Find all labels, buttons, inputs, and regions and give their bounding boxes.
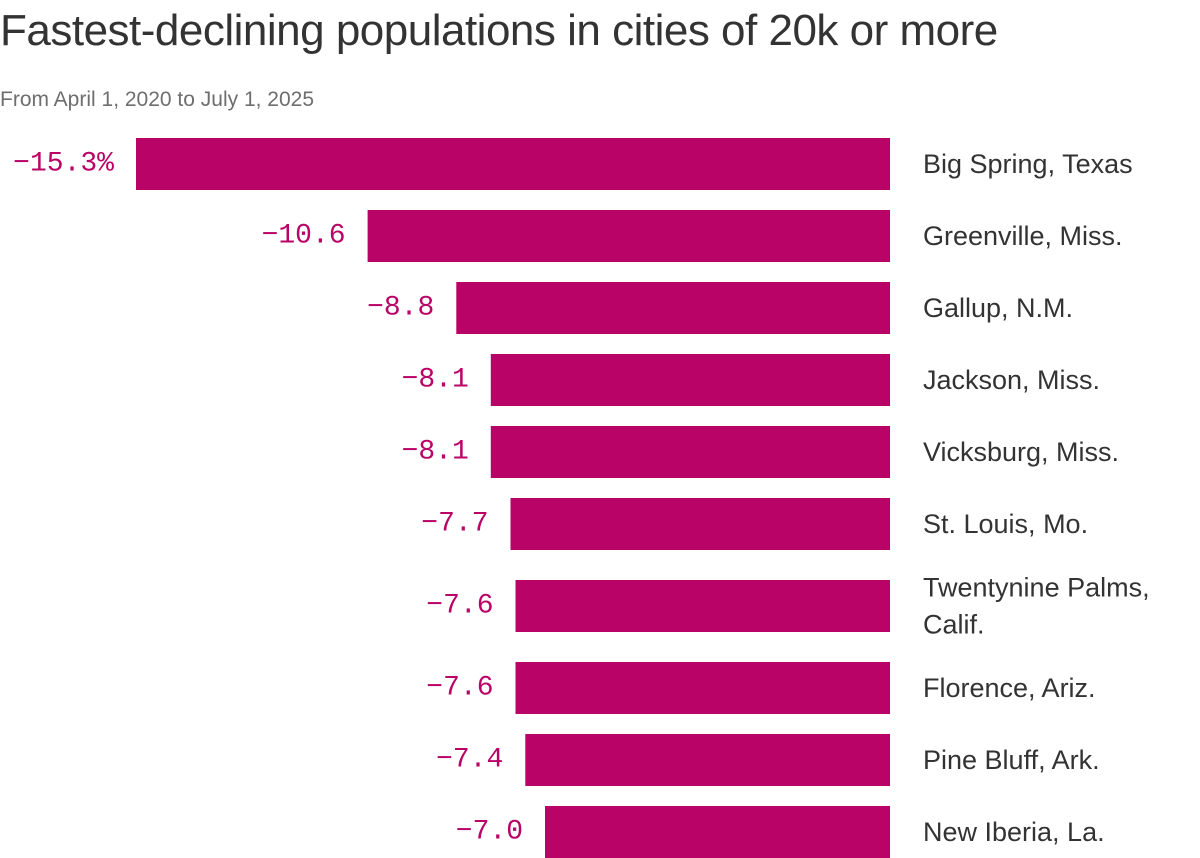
bar-10	[545, 806, 890, 858]
chart-subtitle: From April 1, 2020 to July 1, 2025	[0, 88, 315, 111]
category-label-3: Gallup, N.M.	[923, 293, 1073, 323]
value-label-5: −8.1	[402, 437, 469, 468]
category-label-10: New Iberia, La.	[923, 817, 1105, 847]
category-label-line: St. Louis, Mo.	[923, 509, 1088, 539]
category-label-line: New Iberia, La.	[923, 817, 1105, 847]
category-label-line: Calif.	[923, 610, 985, 640]
category-label-line: Vicksburg, Miss.	[923, 437, 1119, 467]
bar-2	[367, 210, 891, 262]
value-label-3: −8.8	[367, 293, 434, 324]
value-label-6: −7.7	[421, 509, 488, 540]
bar-4	[490, 354, 890, 406]
category-label-1: Big Spring, Texas	[923, 149, 1133, 179]
category-label-line: Gallup, N.M.	[923, 293, 1073, 323]
value-label-7: −7.6	[426, 591, 493, 622]
category-label-line: Twentynine Palms,	[923, 573, 1150, 603]
category-label-9: Pine Bluff, Ark.	[923, 745, 1100, 775]
category-label-line: Greenville, Miss.	[923, 221, 1123, 251]
bar-7	[515, 580, 890, 632]
category-label-6: St. Louis, Mo.	[923, 509, 1088, 539]
bar-1	[136, 138, 890, 190]
category-label-line: Big Spring, Texas	[923, 149, 1133, 179]
bar-3	[456, 282, 890, 334]
category-label-4: Jackson, Miss.	[923, 365, 1100, 395]
bar-5	[490, 426, 890, 478]
value-label-9: −7.4	[436, 745, 503, 776]
category-label-line: Jackson, Miss.	[923, 365, 1100, 395]
value-label-8: −7.6	[426, 673, 493, 704]
category-label-8: Florence, Ariz.	[923, 673, 1096, 703]
value-label-2: −10.6	[262, 221, 346, 252]
category-label-line: Florence, Ariz.	[923, 673, 1096, 703]
chart-title: Fastest-declining populations in cities …	[0, 6, 998, 55]
category-label-line: Pine Bluff, Ark.	[923, 745, 1100, 775]
category-label-5: Vicksburg, Miss.	[923, 437, 1119, 467]
value-label-10: −7.0	[456, 817, 523, 848]
category-label-2: Greenville, Miss.	[923, 221, 1123, 251]
value-label-4: −8.1	[402, 365, 469, 396]
category-label-7: Twentynine Palms, Calif.	[923, 573, 1150, 640]
bar-9	[525, 734, 890, 786]
bar-6	[510, 498, 890, 550]
value-label-1: −15.3%	[13, 149, 114, 180]
bar-8	[515, 662, 890, 714]
